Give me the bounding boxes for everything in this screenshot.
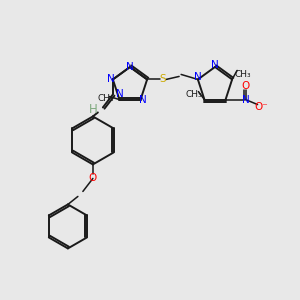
Text: N: N xyxy=(139,94,146,105)
Text: N: N xyxy=(116,89,124,99)
Text: N: N xyxy=(242,94,250,105)
Text: CH₃: CH₃ xyxy=(98,94,114,103)
Text: O: O xyxy=(242,81,250,91)
Text: N: N xyxy=(211,60,219,70)
Text: N: N xyxy=(107,74,115,84)
Text: CH₃: CH₃ xyxy=(186,90,202,99)
Text: CH₃: CH₃ xyxy=(234,70,251,79)
Text: H: H xyxy=(88,103,97,116)
Text: S: S xyxy=(160,74,166,84)
Text: N: N xyxy=(126,62,134,72)
Text: N: N xyxy=(194,72,202,82)
Text: O⁻: O⁻ xyxy=(255,102,268,112)
Text: O: O xyxy=(89,173,97,183)
